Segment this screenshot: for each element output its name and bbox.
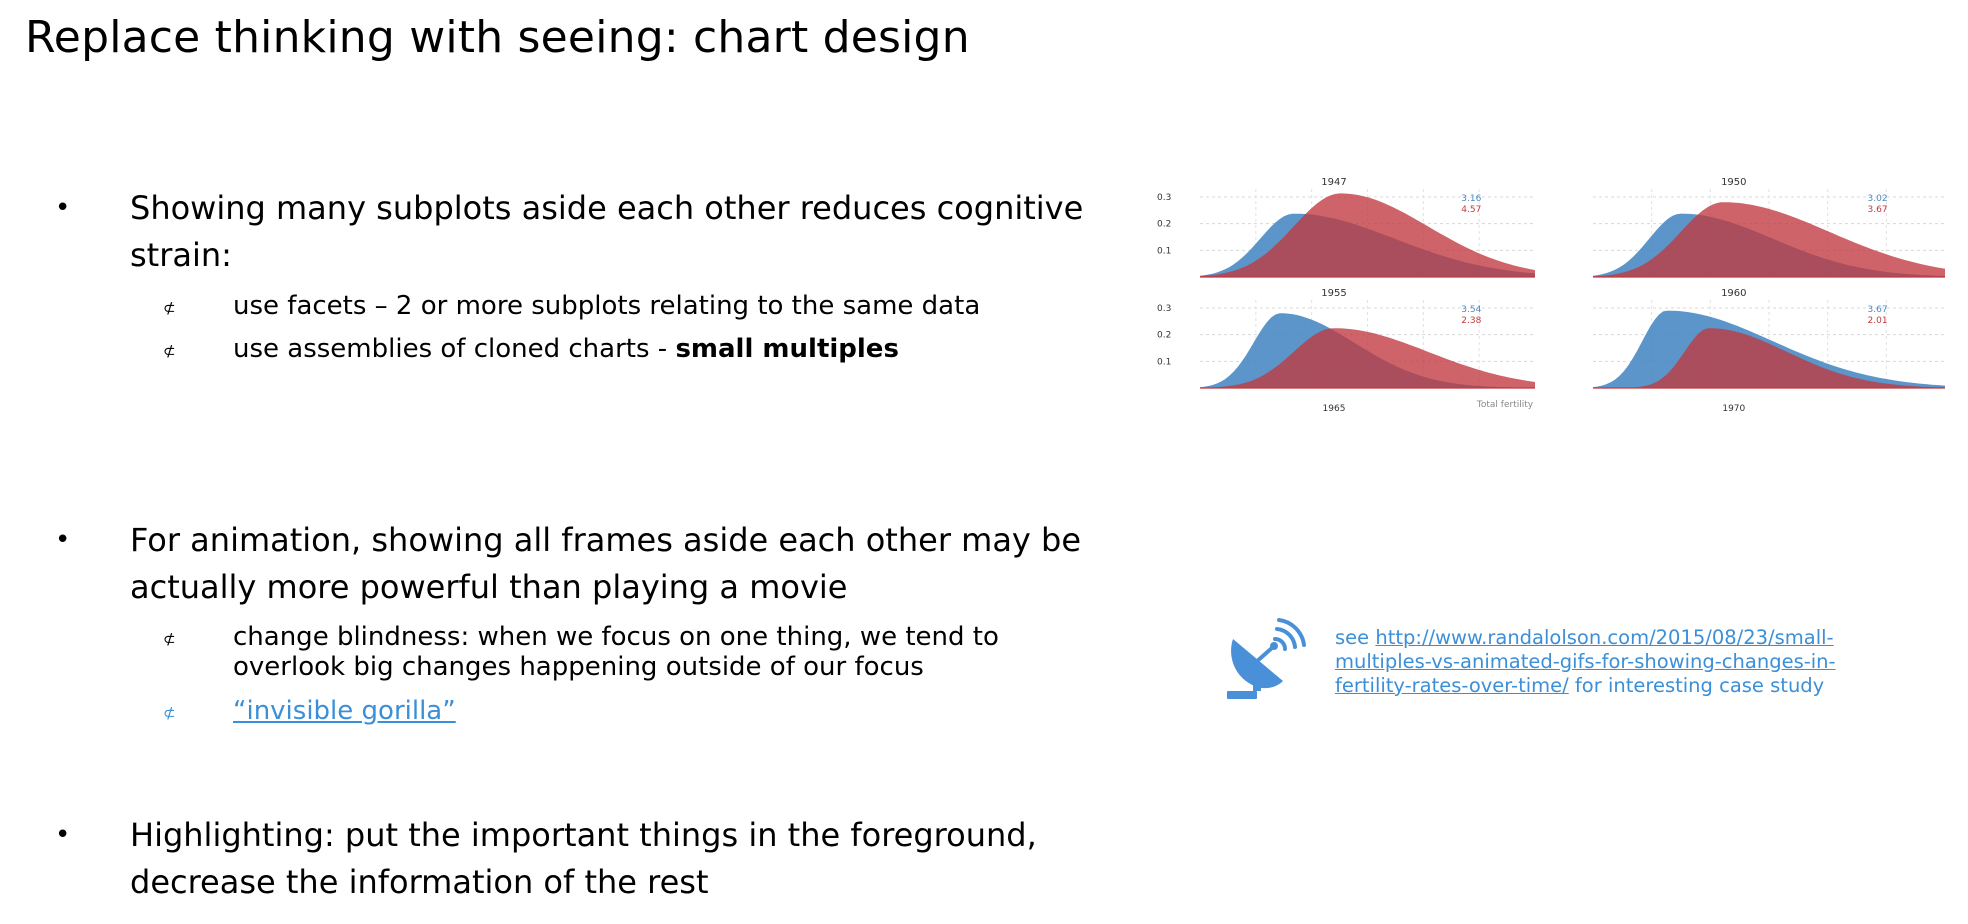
value-label-series-b: 3.67	[1868, 205, 1888, 215]
value-label-series-a: 3.54	[1461, 305, 1481, 315]
bullet-marker: •	[55, 820, 71, 850]
note-prefix: see	[1335, 626, 1376, 649]
y-tick-label: 0.1	[1157, 357, 1171, 367]
sub-marker: ⊄	[163, 630, 176, 648]
value-label-series-b: 4.57	[1461, 205, 1481, 215]
cut-year-label: 1970	[1722, 404, 1745, 414]
small-multiples-chart: 19473.164.570.30.20.119503.023.6719553.5…	[1157, 177, 1945, 414]
sub-marker: ⊄	[163, 299, 176, 317]
invisible-gorilla-link[interactable]: “invisible gorilla”	[233, 696, 456, 726]
value-label-series-a: 3.67	[1868, 305, 1888, 315]
note-suffix: for interesting case study	[1568, 674, 1825, 697]
sub-item-text: change blindness: when we focus on one t…	[233, 622, 999, 682]
density-area-series-b	[1593, 202, 1945, 277]
density-area-series-b	[1200, 328, 1535, 388]
sub-item-text: use facets – 2 or more subplots relating…	[233, 291, 981, 321]
value-label-series-b: 2.38	[1461, 316, 1481, 326]
bullet-text: For animation, showing all frames aside …	[130, 521, 1082, 606]
panel-year-label: 1950	[1721, 177, 1746, 188]
x-axis-label: Total fertility	[1476, 400, 1534, 410]
sub-marker: ⊄	[163, 342, 176, 360]
density-area-series-b	[1200, 193, 1535, 277]
panel-year-label: 1947	[1321, 177, 1346, 188]
randalolson-link[interactable]: http://www.randalolson.com/2015/08/23/sm…	[1335, 626, 1836, 697]
value-label-series-b: 2.01	[1868, 316, 1888, 326]
y-tick-label: 0.2	[1157, 220, 1171, 230]
y-tick-label: 0.3	[1157, 304, 1171, 314]
y-tick-label: 0.2	[1157, 331, 1171, 341]
sub-item-text: use assemblies of cloned charts - small …	[233, 334, 899, 364]
sub-marker: ⊄	[163, 704, 176, 722]
value-label-series-a: 3.16	[1461, 194, 1481, 204]
page-title: Replace thinking with seeing: chart desi…	[25, 12, 970, 63]
bullet-text: Highlighting: put the important things i…	[130, 816, 1037, 901]
bullet-marker: •	[55, 525, 71, 555]
bold-term: small multiples	[675, 334, 899, 364]
satellite-dish-icon	[1227, 618, 1306, 699]
value-label-series-a: 3.02	[1868, 194, 1888, 204]
density-area-series-b	[1593, 328, 1945, 388]
y-tick-label: 0.1	[1157, 246, 1171, 256]
bullet-marker: •	[55, 193, 71, 223]
case-study-note: see http://www.randalolson.com/2015/08/2…	[1335, 626, 1895, 698]
panel-year-label: 1960	[1721, 288, 1746, 299]
y-tick-label: 0.3	[1157, 193, 1171, 203]
bullet-text: Showing many subplots aside each other r…	[130, 189, 1084, 274]
cut-year-label: 1965	[1323, 404, 1346, 414]
panel-year-label: 1955	[1321, 288, 1346, 299]
